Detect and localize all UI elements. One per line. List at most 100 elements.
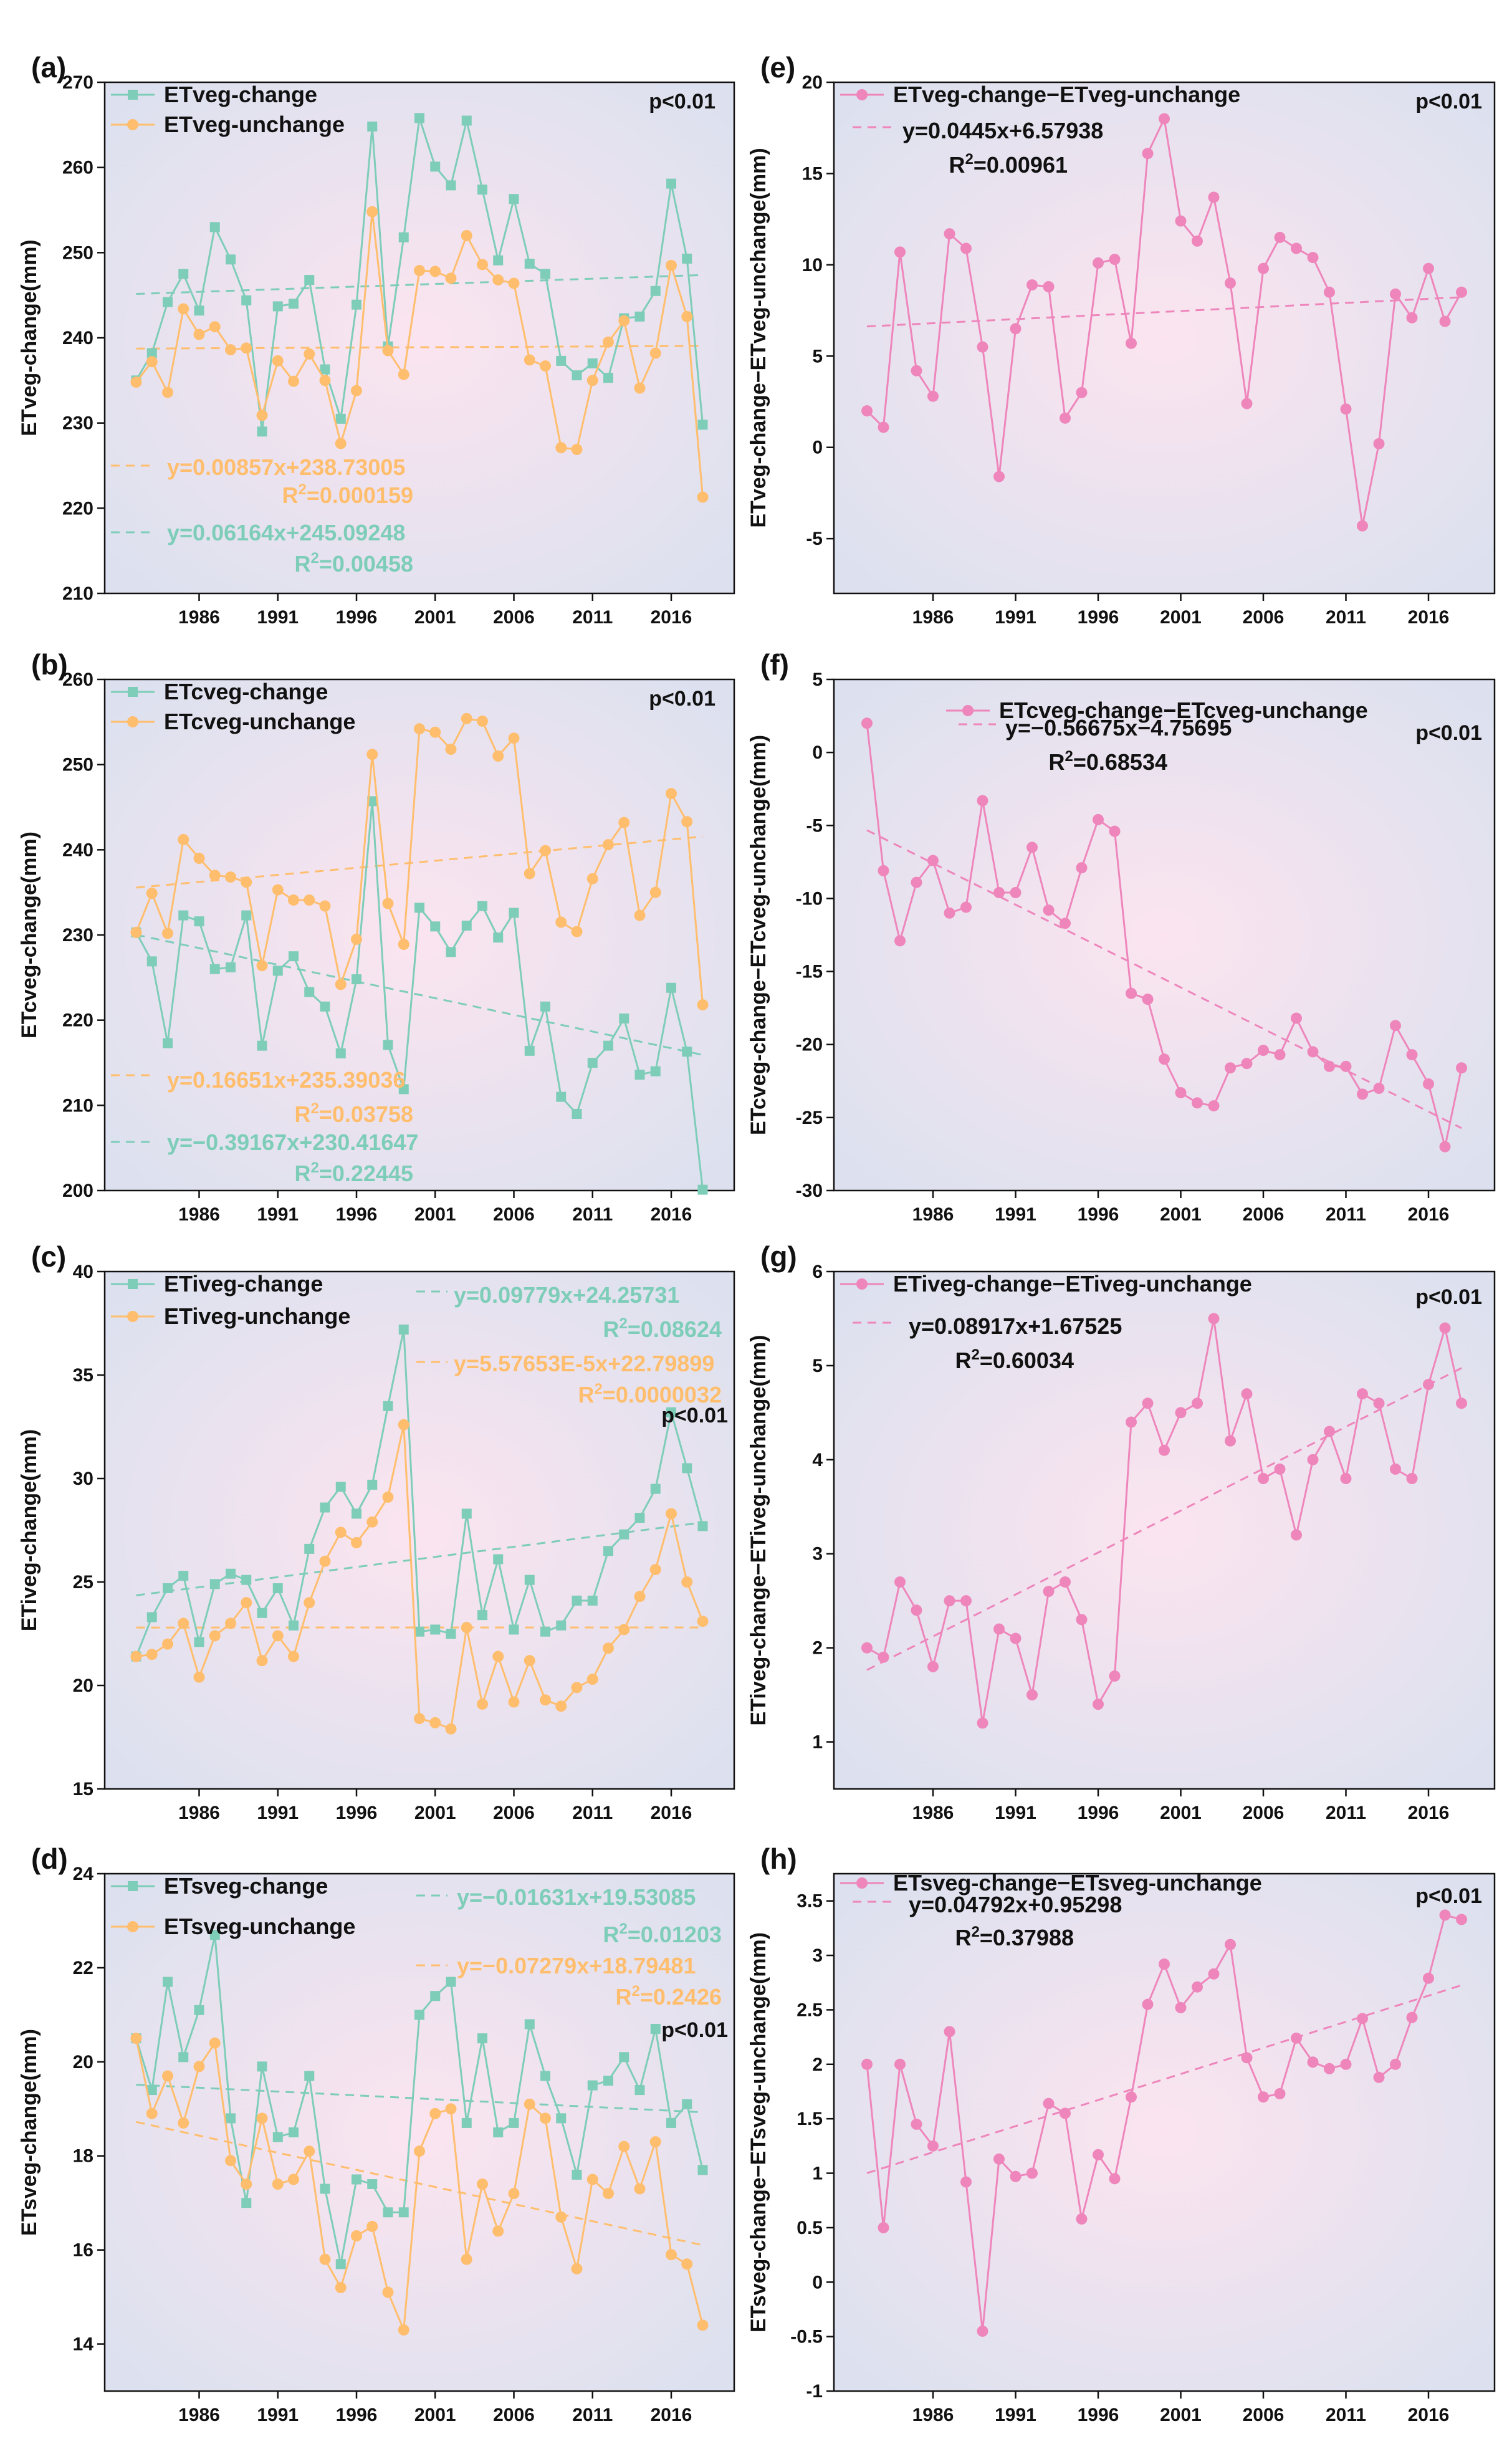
data-point: [572, 370, 582, 381]
x-tick-label: 2011: [572, 1803, 613, 1823]
data-point: [1126, 987, 1137, 999]
data-point: [146, 1612, 157, 1623]
data-point: [461, 2117, 472, 2128]
data-point: [1175, 1087, 1187, 1099]
data-point: [555, 2211, 567, 2223]
data-point: [445, 1723, 457, 1735]
data-point: [1373, 2071, 1385, 2083]
plot-frame: [103, 1872, 735, 2392]
y-tick-label: 240: [62, 328, 93, 348]
data-point: [461, 712, 472, 724]
data-point: [430, 1624, 441, 1635]
data-point: [288, 375, 299, 387]
data-point: [289, 299, 299, 309]
data-point: [130, 1651, 142, 1662]
data-point: [1126, 1416, 1137, 1428]
data-point: [1225, 1435, 1236, 1447]
x-tick-label: 1991: [257, 607, 299, 628]
x-tick-label: 2011: [572, 1204, 613, 1225]
data-point: [1060, 918, 1071, 929]
x-tick-label: 2006: [1243, 1803, 1285, 1823]
x-tick-label: 1986: [178, 1803, 220, 1823]
legend-marker: [962, 705, 974, 716]
data-point: [272, 355, 284, 367]
data-point: [1390, 1463, 1401, 1475]
data-point: [1175, 1407, 1187, 1419]
data-point: [241, 295, 252, 305]
fit-r2: R2=0.37988: [955, 1924, 1074, 1950]
panel-label: (a): [31, 51, 66, 84]
data-point: [304, 1543, 315, 1554]
data-point: [540, 1626, 550, 1637]
data-point: [650, 285, 661, 296]
data-point: [1126, 337, 1137, 349]
x-tick-label: 1991: [257, 2405, 299, 2425]
data-point: [414, 903, 424, 913]
data-point: [351, 1536, 362, 1548]
data-point: [241, 2179, 252, 2190]
x-tick-label: 2016: [651, 1803, 692, 1823]
data-point: [461, 1622, 472, 1634]
y-tick-label: 10: [802, 255, 823, 276]
data-point: [556, 1620, 567, 1631]
data-point: [1258, 1473, 1269, 1484]
data-point: [697, 419, 708, 430]
legend-marker: [128, 90, 138, 100]
data-point: [960, 242, 972, 254]
y-tick-label: 0.5: [797, 2218, 823, 2238]
data-point: [508, 277, 520, 289]
panel-f: (f) -30 -25 -20 -15 -10 -5 0 5 1986 1991 1996 2001 20…: [747, 648, 1496, 1225]
x-tick-label: 2011: [1326, 1204, 1366, 1225]
data-point: [524, 1575, 535, 1585]
data-point: [960, 901, 972, 913]
data-point: [524, 1655, 535, 1667]
fit-equation: y=0.16651x+235.39036: [167, 1067, 405, 1093]
legend-marker: [127, 1921, 138, 1932]
data-point: [382, 898, 394, 909]
data-point: [1274, 2088, 1286, 2099]
data-point: [618, 2140, 630, 2152]
data-point: [1175, 2001, 1187, 2013]
data-point: [335, 413, 346, 424]
x-tick-label: 2006: [1243, 2405, 1285, 2425]
x-tick-label: 1996: [1078, 2405, 1119, 2425]
data-point: [1307, 1454, 1319, 1465]
data-point: [241, 1575, 252, 1585]
data-point: [146, 1649, 158, 1661]
data-point: [272, 884, 284, 896]
data-point: [226, 1568, 236, 1579]
fit-r2: R2=0.00458: [294, 550, 413, 577]
data-point: [429, 1717, 441, 1728]
plot-background: [105, 1874, 734, 2391]
fit-equation: y=5.57653E-5x+22.79899: [454, 1351, 714, 1376]
p-value: p<0.01: [1415, 1285, 1482, 1309]
data-point: [493, 932, 504, 943]
data-point: [1076, 1614, 1088, 1626]
data-point: [993, 1623, 1005, 1635]
data-point: [272, 301, 283, 312]
data-point: [555, 916, 567, 928]
data-point: [1274, 1049, 1286, 1061]
legend-entry: ETsveg-change−ETsveg-unchange: [893, 1870, 1262, 1896]
data-point: [1423, 262, 1434, 274]
data-point: [225, 2155, 236, 2167]
data-point: [649, 2136, 661, 2148]
data-point: [429, 266, 441, 277]
data-point: [272, 1630, 284, 1642]
data-point: [445, 272, 457, 284]
data-point: [603, 2076, 613, 2086]
data-point: [477, 1610, 487, 1621]
data-point: [1241, 2052, 1253, 2064]
data-point: [1456, 1397, 1467, 1409]
data-point: [927, 390, 939, 402]
data-point: [1439, 1909, 1451, 1921]
data-point: [1456, 1062, 1467, 1074]
y-tick-label: 210: [62, 583, 93, 604]
data-point: [649, 886, 661, 898]
data-point: [289, 951, 299, 962]
p-value: p<0.01: [649, 90, 715, 113]
data-point: [241, 1597, 252, 1609]
y-tick-label: -20: [796, 1035, 823, 1055]
y-tick-label: 250: [62, 242, 93, 263]
y-tick-label: 2.5: [797, 2000, 823, 2020]
